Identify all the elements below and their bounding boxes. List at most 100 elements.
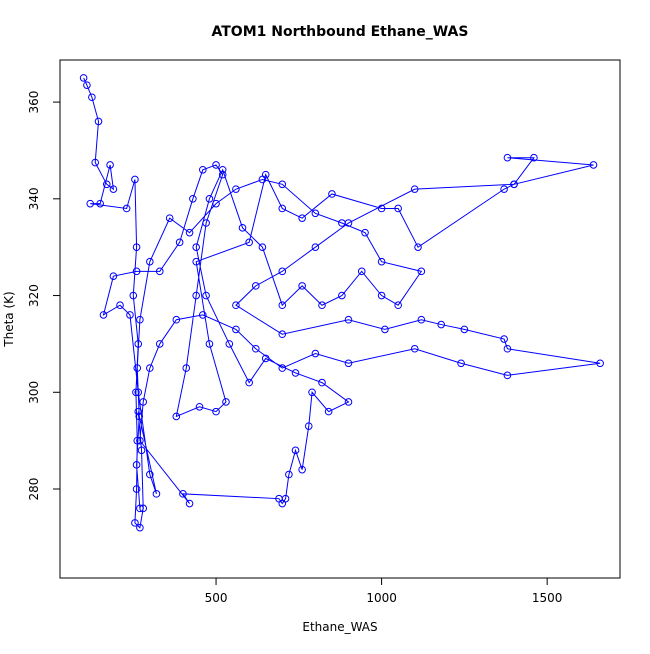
data-point xyxy=(202,291,210,300)
plot-box xyxy=(59,59,621,579)
x-tick-label: 1000 xyxy=(366,591,397,605)
data-point xyxy=(308,388,316,397)
data-point xyxy=(83,81,91,89)
data-point xyxy=(394,301,402,310)
data-point xyxy=(278,301,287,310)
data-point xyxy=(182,364,191,372)
data-point xyxy=(245,378,253,387)
data-point xyxy=(136,504,144,513)
data-point xyxy=(381,325,389,334)
data-point xyxy=(134,407,143,416)
data-point xyxy=(195,402,204,411)
data-point xyxy=(133,364,142,372)
data-point xyxy=(91,158,99,167)
data-point xyxy=(205,195,214,203)
data-point xyxy=(106,161,114,169)
data-point xyxy=(152,490,161,498)
data-point xyxy=(102,180,111,189)
data-point xyxy=(377,257,386,266)
data-point xyxy=(457,359,465,368)
data-point xyxy=(311,349,320,358)
data-point xyxy=(530,153,538,162)
data-point xyxy=(298,214,306,222)
data-point xyxy=(146,257,154,266)
data-point xyxy=(311,209,320,218)
data-point xyxy=(185,499,194,508)
data-point xyxy=(88,93,96,102)
data-point xyxy=(232,325,240,334)
data-point xyxy=(136,436,144,445)
data-point xyxy=(285,470,293,479)
data-point xyxy=(136,523,144,532)
data-point xyxy=(109,185,118,193)
data-point xyxy=(338,219,346,227)
data-point xyxy=(155,267,164,276)
data-point xyxy=(99,311,108,319)
data-point xyxy=(192,243,200,251)
data-point xyxy=(165,214,174,222)
data-point xyxy=(137,446,146,455)
data-point xyxy=(410,185,419,193)
data-point xyxy=(460,325,469,334)
data-point xyxy=(132,485,141,493)
data-point xyxy=(437,320,446,329)
data-point xyxy=(132,267,141,276)
data-point xyxy=(192,291,200,300)
chart-title: ATOM1 Northbound Ethane_WAS xyxy=(212,24,469,40)
data-point xyxy=(278,180,287,189)
data-point xyxy=(175,238,184,247)
data-point xyxy=(185,228,194,237)
data-point xyxy=(251,344,260,353)
data-point xyxy=(394,204,402,213)
data-point xyxy=(500,335,508,343)
data-point xyxy=(344,315,353,324)
data-point xyxy=(417,315,426,324)
data-point xyxy=(135,412,144,421)
data-point xyxy=(218,170,227,179)
data-point xyxy=(116,301,124,310)
data-point xyxy=(129,291,138,300)
data-point xyxy=(96,199,104,208)
data-point xyxy=(589,161,598,169)
data-point xyxy=(79,74,88,82)
data-point xyxy=(199,165,207,174)
data-point xyxy=(139,504,148,513)
y-tick-label: 320 xyxy=(27,284,41,307)
data-point xyxy=(258,175,267,184)
data-point xyxy=(172,412,181,421)
data-point xyxy=(131,519,139,527)
data-point xyxy=(344,398,353,406)
data-point xyxy=(503,371,512,380)
data-point xyxy=(139,398,148,406)
y-tick-label: 300 xyxy=(27,381,41,404)
data-point xyxy=(377,204,386,213)
data-point xyxy=(146,470,154,479)
data-point xyxy=(132,243,141,251)
data-point xyxy=(192,257,200,266)
data-point xyxy=(298,465,306,474)
data-point xyxy=(251,282,260,290)
data-point xyxy=(278,204,287,213)
data-point xyxy=(278,364,287,372)
data-point xyxy=(281,494,290,503)
data-point xyxy=(126,311,134,319)
data-point xyxy=(503,153,512,162)
data-point xyxy=(344,359,353,368)
data-point xyxy=(357,267,366,276)
data-point xyxy=(94,117,103,126)
data-point xyxy=(245,238,253,247)
data-point xyxy=(212,407,220,416)
data-point xyxy=(155,340,164,348)
data-point xyxy=(291,446,300,455)
y-tick-label: 360 xyxy=(27,91,41,114)
data-point xyxy=(596,359,604,368)
data-point xyxy=(189,195,197,203)
data-point xyxy=(172,315,181,324)
data-point xyxy=(225,340,234,348)
data-point xyxy=(146,364,154,372)
data-point xyxy=(500,185,508,193)
data-point xyxy=(318,378,326,387)
data-point xyxy=(311,243,320,251)
x-tick-label: 500 xyxy=(205,591,228,605)
data-point xyxy=(122,204,131,213)
